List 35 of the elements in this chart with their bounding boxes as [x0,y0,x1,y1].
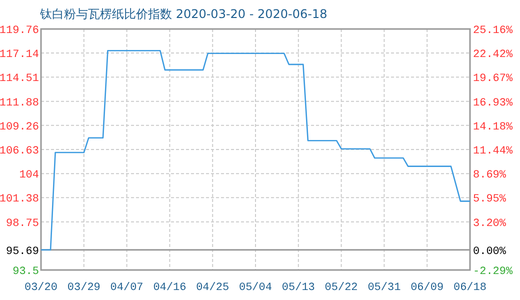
y2-tick-label: -2.29% [473,266,514,278]
y-tick-label: 111.88 [0,97,39,110]
y2-tick-label: 11.44% [473,145,514,158]
x-tick-label: 06/18 [453,282,487,294]
y-tick-label: 106.63 [0,146,39,158]
x-tick-label: 05/22 [324,282,358,294]
x-tick-label: 05/31 [368,282,402,294]
chart-title: 钛白粉与瓦楞纸比价指数 2020-03-20 - 2020-06-18 [39,7,328,21]
x-tick-label: 04/07 [110,282,144,294]
x-tick-label: 03/29 [67,282,100,294]
y2-tick-label: 5.95% [473,194,506,206]
y2-tick-label: 0.00% [473,246,506,258]
x-tick-label: 05/13 [282,282,315,294]
y-tick-label: 95.69 [6,246,39,258]
y-tick-label: 104 [19,170,40,182]
y-tick-label: 101.38 [0,194,39,206]
y-tick-label: 93.5 [12,266,39,278]
x-tick-label: 04/25 [196,282,230,294]
y-tick-label: 119.76 [0,25,39,37]
y-tick-label: 98.75 [6,218,39,230]
y2-tick-label: 14.18% [473,121,514,134]
x-tick-label: 03/20 [24,282,58,294]
x-tick-label: 04/16 [153,282,186,294]
x-tick-label: 06/09 [410,282,444,294]
y2-tick-label: 16.93% [473,97,514,110]
y-tick-label: 117.14 [0,49,40,62]
y-tick-label: 109.26 [0,121,39,134]
x-tick-label: 05/04 [238,282,272,294]
y2-tick-label: 8.69% [473,170,506,182]
y2-tick-label: 19.67% [473,73,514,86]
y2-tick-label: 22.42% [473,49,514,62]
y2-tick-label: 25.16% [473,25,514,37]
y-tick-label: 114.51 [0,73,40,86]
y2-tick-label: 3.20% [473,218,506,230]
line-series [40,50,471,251]
